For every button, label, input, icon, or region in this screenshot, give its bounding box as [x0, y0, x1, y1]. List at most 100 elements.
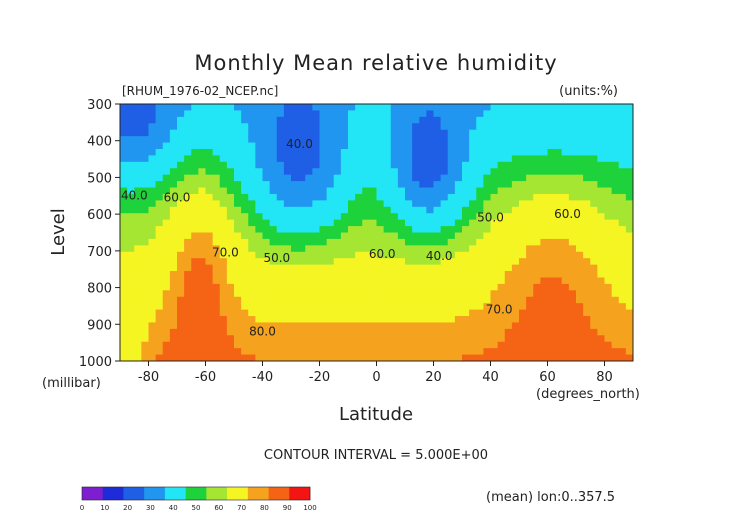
contour-cell — [155, 258, 164, 266]
contour-cell — [241, 258, 249, 266]
contour-cell — [490, 251, 499, 259]
contour-cell — [269, 309, 278, 317]
contour-cell — [454, 129, 463, 137]
contour-cell — [127, 168, 135, 176]
contour-cell — [226, 238, 235, 246]
contour-cell — [383, 155, 392, 163]
contour-cell — [191, 110, 199, 118]
contour-cell — [348, 303, 356, 311]
contour-cell — [547, 271, 556, 279]
contour-cell — [312, 129, 321, 137]
contour-cell — [583, 316, 591, 324]
contour-cell — [291, 116, 299, 124]
contour-cell — [376, 296, 385, 304]
contour-cell — [127, 232, 135, 240]
contour-cell — [590, 219, 598, 227]
contour-cell — [611, 219, 620, 227]
contour-cell — [312, 174, 321, 182]
contour-cell — [184, 277, 192, 285]
contour-cell — [283, 271, 292, 279]
contour-cell — [241, 129, 249, 137]
contour-cell — [191, 271, 199, 279]
contour-cell — [583, 264, 591, 272]
contour-cell — [319, 104, 328, 112]
contour-cell — [305, 129, 313, 137]
contour-cell — [291, 155, 299, 163]
contour-cell — [454, 309, 463, 317]
contour-cell — [490, 148, 499, 156]
contour-cell — [177, 213, 185, 221]
contour-cell — [383, 283, 392, 291]
contour-cell — [561, 123, 570, 131]
contour-cell — [433, 309, 442, 317]
contour-cell — [519, 277, 527, 285]
contour-cell — [462, 136, 470, 144]
contour-cell — [298, 238, 306, 246]
contour-cell — [127, 335, 135, 343]
contour-cell — [319, 110, 328, 118]
contour-cell — [447, 161, 456, 169]
contour-cell — [291, 148, 299, 156]
contour-cell — [148, 303, 157, 311]
contour-cell — [568, 296, 577, 304]
contour-cell — [162, 290, 171, 298]
contour-cell — [583, 290, 591, 298]
contour-cell — [490, 238, 499, 246]
contour-cell — [440, 328, 449, 336]
contour-cell — [141, 200, 150, 208]
contour-cell — [248, 238, 256, 246]
contour-cell — [376, 290, 385, 298]
contour-cell — [576, 142, 584, 150]
contour-cell — [383, 328, 392, 336]
contour-cell — [219, 148, 228, 156]
contour-cell — [490, 322, 499, 330]
contour-cell — [519, 206, 527, 214]
contour-cell — [625, 309, 633, 317]
contour-cell — [283, 181, 292, 189]
contour-cell — [255, 148, 264, 156]
contour-cell — [348, 283, 356, 291]
contour-cell — [198, 142, 207, 150]
contour-cell — [554, 341, 563, 349]
contour-cell — [462, 142, 470, 150]
contour-cell — [234, 193, 242, 201]
contour-cell — [276, 277, 285, 285]
contour-cell — [511, 174, 520, 182]
contour-cell — [618, 277, 627, 285]
contour-cell — [141, 283, 150, 291]
contour-cell — [348, 142, 356, 150]
contour-cell — [440, 303, 449, 311]
contour-cell — [148, 116, 157, 124]
contour-cell — [611, 283, 620, 291]
contour-cell — [547, 251, 556, 259]
contour-cell — [547, 245, 556, 253]
contour-cell — [618, 104, 627, 112]
contour-cell — [355, 213, 363, 221]
contour-cell — [141, 303, 150, 311]
contour-cell — [597, 155, 606, 163]
contour-cell — [625, 348, 633, 356]
contour-cell — [198, 277, 207, 285]
contour-cell — [369, 148, 378, 156]
contour-cell — [305, 309, 313, 317]
contour-cell — [291, 181, 299, 189]
contour-cell — [319, 187, 328, 195]
contour-cell — [326, 328, 335, 336]
contour-cell — [369, 219, 378, 227]
contour-cell — [419, 335, 427, 343]
contour-cell — [561, 341, 570, 349]
contour-cell — [312, 328, 321, 336]
contour-cell — [226, 187, 235, 195]
contour-cell — [362, 341, 370, 349]
contour-cell — [547, 136, 556, 144]
contour-cell — [568, 116, 577, 124]
contour-cell — [576, 271, 584, 279]
contour-cell — [490, 283, 499, 291]
contour-cell — [134, 245, 142, 253]
contour-cell — [355, 142, 363, 150]
contour-cell — [476, 123, 484, 131]
contour-cell — [426, 238, 435, 246]
contour-cell — [312, 348, 321, 356]
contour-cell — [262, 354, 271, 361]
contour-cell — [205, 155, 214, 163]
